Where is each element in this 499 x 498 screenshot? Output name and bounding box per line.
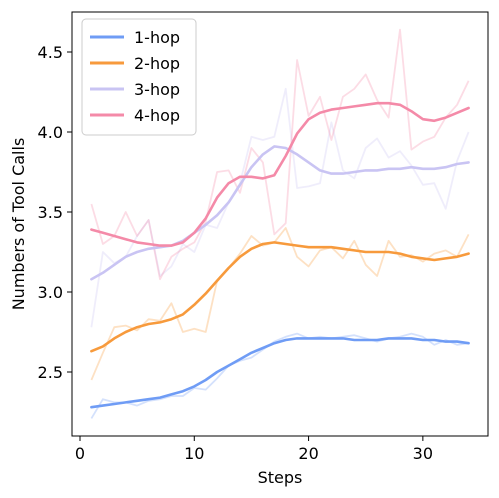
x-tick-label: 20	[298, 444, 318, 463]
y-tick-label: 3.0	[38, 283, 63, 302]
legend-label: 4-hop	[134, 106, 180, 125]
series-raw-2-hop	[90, 227, 470, 381]
series-raw-4-hop	[90, 28, 470, 281]
x-axis-label: Steps	[258, 468, 303, 487]
y-tick-label: 4.0	[38, 123, 63, 142]
legend: 1-hop 2-hop 3-hop 4-hop	[81, 18, 197, 136]
legend-box	[81, 18, 197, 136]
plot-frame	[71, 11, 489, 437]
x-tick-label: 30	[413, 444, 433, 463]
series-line-2-hop	[90, 241, 470, 353]
y-axis-label: Numbers of Tool Calls	[9, 138, 28, 311]
legend-label: 2-hop	[134, 54, 180, 73]
series-line-3-hop	[90, 145, 470, 281]
series-line-4-hop	[90, 101, 470, 247]
x-tick-label: 0	[75, 444, 85, 463]
series-raw-1-hop	[90, 332, 469, 419]
smoothed-series-layer	[90, 101, 470, 409]
series-line-1-hop	[90, 337, 470, 409]
y-tick-label: 3.5	[38, 203, 63, 222]
x-axis-ticks: 0 10 20 30	[75, 436, 433, 463]
x-tick-label: 10	[184, 444, 204, 463]
legend-label: 3-hop	[134, 80, 180, 99]
y-tick-label: 2.5	[38, 363, 63, 382]
y-tick-label: 4.5	[38, 43, 63, 62]
y-axis-ticks: 2.5 3.0 3.5 4.0 4.5	[38, 43, 72, 382]
legend-items: 1-hop 2-hop 3-hop 4-hop	[90, 28, 180, 125]
legend-label: 1-hop	[134, 28, 180, 47]
